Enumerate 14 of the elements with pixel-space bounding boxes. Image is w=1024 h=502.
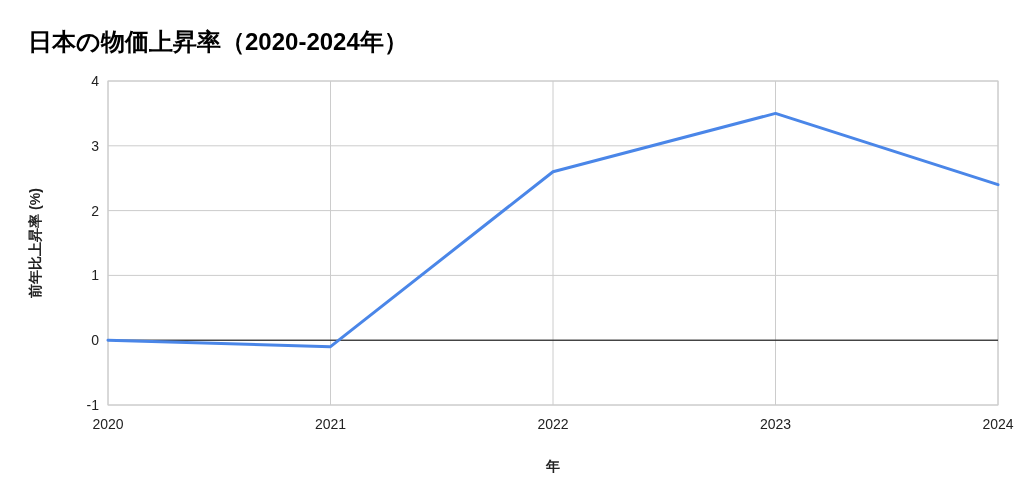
y-axis-title: 前年比上昇率 (%) — [27, 188, 43, 299]
y-tick-label: 0 — [91, 332, 100, 349]
x-tick-label: 2024 — [982, 416, 1014, 432]
x-tick-label: 2020 — [92, 416, 124, 432]
x-tick-label: 2023 — [759, 416, 792, 432]
y-tick-label: -1 — [86, 397, 100, 413]
x-tick-label: 2021 — [314, 416, 347, 432]
y-tick-label: 4 — [91, 73, 100, 89]
y-tick-label: 3 — [91, 137, 100, 154]
y-tick-label: 2 — [91, 202, 100, 219]
y-tick-label: 1 — [91, 267, 100, 284]
x-tick-label: 2022 — [537, 416, 569, 432]
chart-title: 日本の物価上昇率（2020-2024年） — [28, 28, 408, 55]
x-axis-title: 年 — [545, 458, 560, 474]
